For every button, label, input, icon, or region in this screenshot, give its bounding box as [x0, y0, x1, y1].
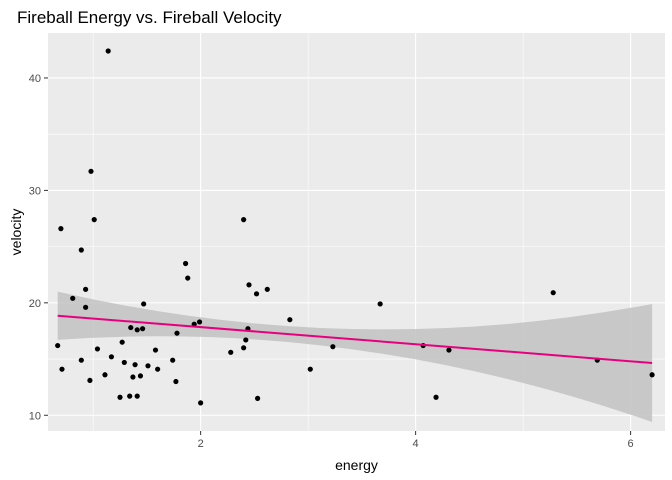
- data-point: [185, 275, 191, 281]
- data-point: [255, 395, 261, 401]
- y-tick-label: 20: [29, 298, 41, 310]
- x-tick-label: 2: [198, 438, 204, 450]
- data-point: [132, 362, 138, 368]
- data-point: [88, 168, 94, 174]
- data-point: [173, 378, 179, 385]
- data-point: [287, 317, 293, 323]
- data-point: [243, 337, 249, 343]
- data-points: [55, 48, 655, 406]
- data-point: [241, 345, 247, 351]
- data-point: [134, 327, 140, 333]
- data-point: [94, 346, 101, 352]
- data-point: [182, 260, 189, 267]
- data-point: [91, 217, 97, 223]
- data-point: [241, 217, 247, 223]
- y-axis-title: velocity: [8, 209, 24, 256]
- data-point: [446, 347, 452, 353]
- chart-title: Fireball Energy vs. Fireball Velocity: [17, 8, 282, 27]
- data-point: [83, 304, 89, 310]
- data-point: [128, 324, 134, 331]
- data-point: [139, 326, 146, 332]
- data-point: [246, 282, 252, 288]
- data-point: [130, 374, 136, 380]
- x-tick-label: 4: [413, 438, 419, 450]
- data-point: [105, 48, 111, 54]
- data-point: [134, 393, 140, 399]
- data-point: [55, 342, 61, 349]
- x-tick-label: 6: [628, 438, 634, 450]
- confidence-band: [57, 291, 653, 423]
- y-axis-ticks: 10 20 30 40: [29, 73, 48, 422]
- x-axis-ticks: 2 4 6: [198, 431, 634, 450]
- data-point: [174, 330, 180, 336]
- data-point: [78, 247, 84, 253]
- data-point: [170, 357, 176, 363]
- data-point: [83, 286, 89, 292]
- data-point: [108, 354, 115, 360]
- data-point: [550, 290, 556, 296]
- data-point: [196, 319, 203, 325]
- data-point: [58, 226, 64, 232]
- data-point: [198, 400, 204, 406]
- data-point: [152, 347, 159, 353]
- data-point: [145, 363, 151, 369]
- data-point: [649, 372, 655, 378]
- minor-gridlines: [48, 33, 665, 431]
- y-tick-label: 30: [29, 185, 41, 197]
- major-gridlines: [48, 33, 665, 431]
- data-point: [87, 377, 93, 384]
- data-point: [264, 286, 270, 292]
- data-point: [121, 359, 127, 366]
- data-point: [141, 301, 147, 307]
- data-point: [228, 349, 234, 355]
- y-tick-label: 10: [29, 410, 41, 422]
- data-point: [155, 366, 161, 372]
- data-point: [117, 394, 123, 400]
- data-point: [377, 301, 383, 307]
- data-point: [70, 295, 76, 301]
- data-point: [127, 393, 133, 399]
- data-point: [307, 366, 313, 372]
- regression-line: [57, 314, 653, 364]
- data-point: [433, 394, 439, 400]
- data-point: [102, 372, 108, 378]
- data-point: [119, 339, 125, 345]
- y-tick-label: 40: [29, 73, 41, 85]
- x-axis-title: energy: [335, 457, 378, 473]
- data-point: [253, 291, 260, 297]
- data-point: [330, 344, 336, 350]
- data-point: [78, 357, 84, 363]
- data-point: [191, 321, 197, 327]
- data-point: [137, 373, 144, 379]
- data-point: [59, 366, 65, 372]
